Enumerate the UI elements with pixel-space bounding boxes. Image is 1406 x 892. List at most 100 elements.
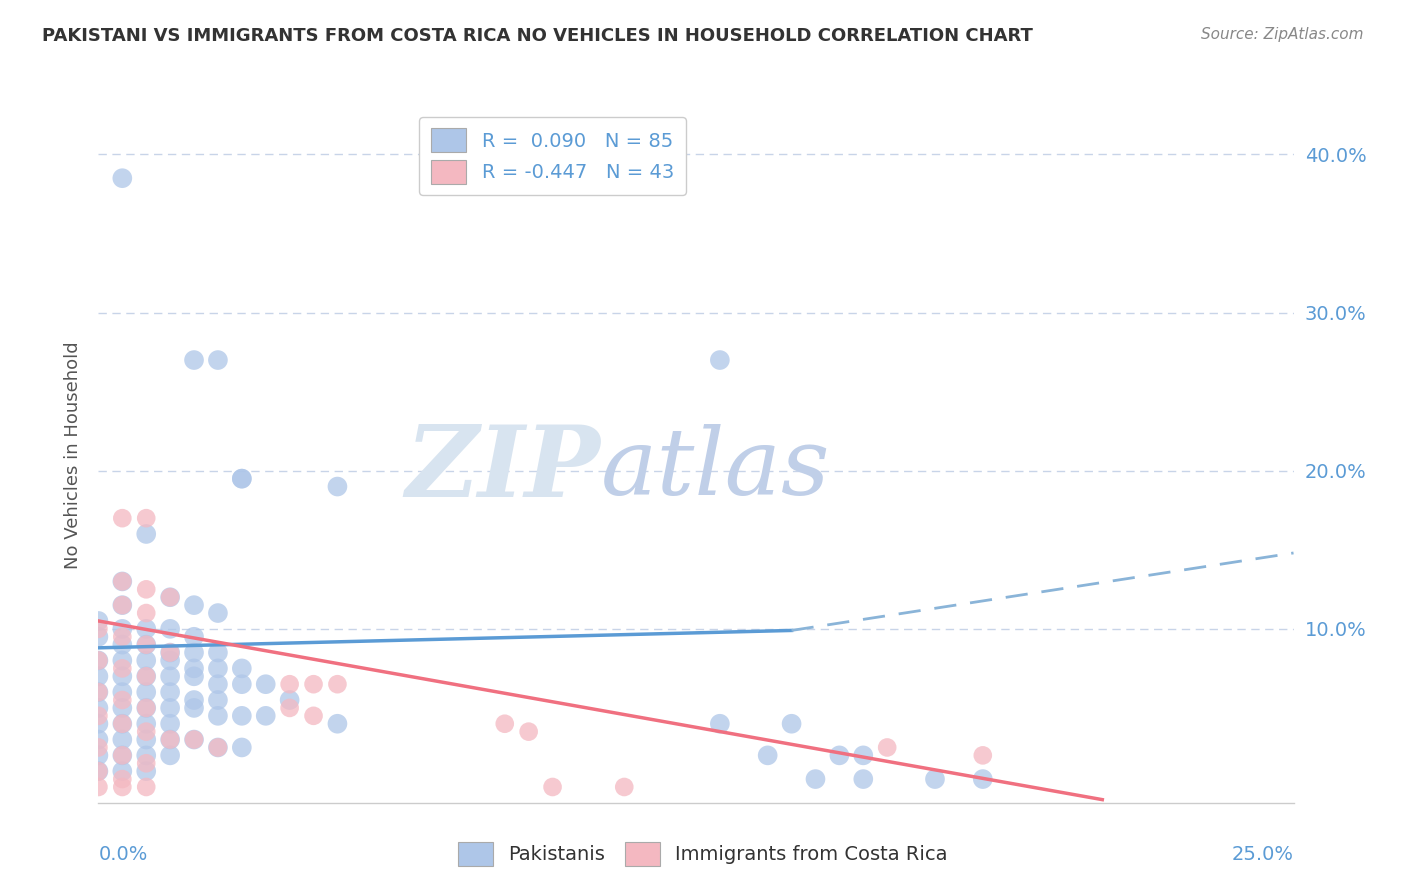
Text: 0.0%: 0.0% [98,845,148,863]
Point [159,685,181,699]
Point [135,622,157,636]
Point [111,693,134,707]
Point [87,653,110,667]
Point [159,591,181,605]
Point [159,646,181,660]
Point [972,748,994,763]
Point [207,353,229,368]
Point [541,780,564,794]
Legend: Pakistanis, Immigrants from Costa Rica: Pakistanis, Immigrants from Costa Rica [450,834,956,873]
Point [135,780,157,794]
Point [111,748,134,763]
Point [135,748,157,763]
Point [326,479,349,493]
Point [135,701,157,715]
Point [278,677,301,691]
Point [183,630,205,644]
Point [183,646,205,660]
Point [278,693,301,707]
Text: PAKISTANI VS IMMIGRANTS FROM COSTA RICA NO VEHICLES IN HOUSEHOLD CORRELATION CHA: PAKISTANI VS IMMIGRANTS FROM COSTA RICA … [42,27,1033,45]
Point [135,724,157,739]
Point [111,630,134,644]
Point [111,574,134,589]
Point [326,716,349,731]
Point [183,693,205,707]
Point [159,669,181,683]
Point [111,511,134,525]
Point [111,685,134,699]
Point [183,732,205,747]
Point [231,677,253,691]
Point [709,716,731,731]
Point [302,677,325,691]
Point [159,622,181,636]
Point [159,646,181,660]
Point [135,756,157,771]
Point [972,772,994,786]
Point [111,622,134,636]
Legend: R =  0.090   N = 85, R = -0.447   N = 43: R = 0.090 N = 85, R = -0.447 N = 43 [419,117,686,195]
Y-axis label: No Vehicles in Household: No Vehicles in Household [63,341,82,569]
Point [111,598,134,612]
Point [135,606,157,620]
Point [135,638,157,652]
Point [135,764,157,779]
Point [876,740,898,755]
Point [87,764,110,779]
Point [111,732,134,747]
Point [924,772,946,786]
Point [111,574,134,589]
Point [135,701,157,715]
Point [231,661,253,675]
Point [183,661,205,675]
Point [326,677,349,691]
Point [709,353,731,368]
Point [207,646,229,660]
Text: ZIP: ZIP [405,421,600,517]
Point [159,748,181,763]
Point [183,353,205,368]
Point [111,653,134,667]
Text: 25.0%: 25.0% [1232,845,1294,863]
Point [159,732,181,747]
Point [135,527,157,541]
Point [159,701,181,715]
Point [135,685,157,699]
Point [231,708,253,723]
Point [111,780,134,794]
Point [756,748,779,763]
Point [111,701,134,715]
Point [135,638,157,652]
Point [135,669,157,683]
Point [207,606,229,620]
Point [87,701,110,715]
Point [780,716,803,731]
Point [231,472,253,486]
Point [87,669,110,683]
Text: Source: ZipAtlas.com: Source: ZipAtlas.com [1201,27,1364,42]
Point [87,764,110,779]
Point [87,685,110,699]
Point [613,780,636,794]
Point [87,614,110,628]
Point [87,780,110,794]
Point [183,598,205,612]
Point [87,740,110,755]
Point [87,653,110,667]
Point [135,669,157,683]
Point [87,732,110,747]
Text: atlas: atlas [600,424,830,514]
Point [254,708,277,723]
Point [87,630,110,644]
Point [87,748,110,763]
Point [828,748,851,763]
Point [111,598,134,612]
Point [254,677,277,691]
Point [517,724,540,739]
Point [135,716,157,731]
Point [87,708,110,723]
Point [207,740,229,755]
Point [111,171,134,186]
Point [111,772,134,786]
Point [111,669,134,683]
